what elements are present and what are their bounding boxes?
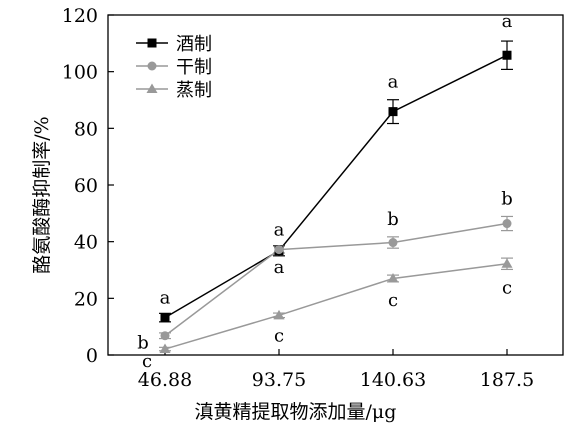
legend-label: 酒制 bbox=[176, 34, 212, 55]
series-line-0 bbox=[164, 54, 508, 319]
legend-marker bbox=[147, 38, 157, 48]
data-point bbox=[388, 107, 398, 117]
series-line-2 bbox=[164, 263, 508, 350]
y-tick-label: 40 bbox=[74, 232, 98, 254]
data-point bbox=[160, 331, 170, 341]
legend-label: 蒸制 bbox=[176, 80, 212, 101]
data-point bbox=[388, 238, 398, 248]
significance-letter: a bbox=[388, 72, 399, 93]
data-point bbox=[159, 343, 171, 354]
data-point bbox=[501, 258, 513, 268]
significance-letter: a bbox=[160, 287, 171, 308]
data-point bbox=[274, 245, 284, 255]
legend-marker bbox=[147, 61, 157, 71]
data-point bbox=[387, 273, 399, 283]
y-axis-label: 酪氨酸酶抑制率/% bbox=[31, 116, 53, 273]
x-tick-label: 93.75 bbox=[252, 369, 306, 391]
data-point bbox=[160, 313, 170, 323]
significance-letter: c bbox=[502, 277, 512, 298]
significance-letter: c bbox=[274, 326, 284, 347]
data-point bbox=[502, 219, 512, 229]
significance-letter: b bbox=[501, 188, 513, 209]
legend-label: 干制 bbox=[176, 57, 212, 78]
series-line-1 bbox=[164, 222, 508, 337]
y-tick-label: 0 bbox=[86, 345, 98, 367]
significance-letter: a bbox=[274, 257, 285, 278]
significance-letter: b bbox=[387, 209, 399, 230]
y-tick-label: 80 bbox=[74, 118, 98, 140]
data-point bbox=[273, 309, 285, 320]
x-tick-label: 187.5 bbox=[480, 369, 534, 391]
significance-letter: a bbox=[502, 11, 513, 32]
legend-marker bbox=[146, 83, 158, 93]
x-tick-label: 46.88 bbox=[138, 369, 192, 391]
x-axis-label: 滇黄精提取物添加量/μg bbox=[195, 401, 397, 423]
y-tick-label: 20 bbox=[74, 288, 98, 310]
y-tick-label: 100 bbox=[62, 62, 98, 84]
y-tick-label: 120 bbox=[62, 5, 98, 27]
significance-letter: b bbox=[137, 333, 149, 354]
data-point bbox=[502, 50, 512, 60]
significance-letter: c bbox=[142, 351, 152, 372]
y-tick-label: 60 bbox=[74, 175, 98, 197]
significance-letter: a bbox=[274, 220, 285, 241]
significance-letter: c bbox=[388, 290, 398, 311]
x-tick-label: 140.63 bbox=[360, 369, 426, 391]
